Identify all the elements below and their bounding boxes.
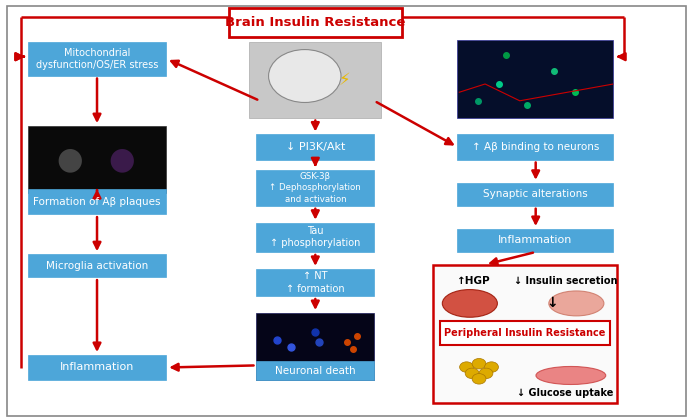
- Ellipse shape: [484, 362, 498, 372]
- FancyBboxPatch shape: [28, 126, 166, 193]
- FancyBboxPatch shape: [256, 170, 374, 206]
- FancyBboxPatch shape: [256, 223, 374, 252]
- FancyBboxPatch shape: [433, 265, 617, 403]
- FancyBboxPatch shape: [249, 42, 381, 118]
- Text: Brain Insulin Resistance: Brain Insulin Resistance: [225, 16, 405, 29]
- FancyBboxPatch shape: [457, 183, 613, 206]
- Text: ↓ PI3K/Akt: ↓ PI3K/Akt: [286, 142, 345, 152]
- Text: Synaptic alterations: Synaptic alterations: [483, 189, 588, 199]
- FancyBboxPatch shape: [256, 269, 374, 296]
- Text: ●: ●: [56, 145, 82, 174]
- Ellipse shape: [442, 289, 498, 317]
- Text: ↑ Aβ binding to neurons: ↑ Aβ binding to neurons: [472, 142, 599, 152]
- FancyBboxPatch shape: [256, 313, 374, 380]
- FancyBboxPatch shape: [28, 189, 166, 214]
- Text: ↓ Glucose uptake: ↓ Glucose uptake: [517, 388, 613, 399]
- Text: Neuronal death: Neuronal death: [275, 366, 356, 375]
- Text: Inflammation: Inflammation: [498, 236, 572, 245]
- Text: Formation of Aβ plaques: Formation of Aβ plaques: [33, 197, 161, 207]
- FancyBboxPatch shape: [28, 254, 166, 277]
- FancyBboxPatch shape: [457, 134, 613, 160]
- FancyBboxPatch shape: [256, 134, 374, 160]
- Text: Microglia activation: Microglia activation: [46, 261, 148, 270]
- Text: ↑HGP: ↑HGP: [457, 276, 491, 286]
- FancyBboxPatch shape: [229, 8, 402, 37]
- Ellipse shape: [536, 367, 606, 384]
- Ellipse shape: [472, 374, 486, 384]
- Text: ●: ●: [109, 145, 135, 174]
- Ellipse shape: [459, 362, 473, 372]
- Ellipse shape: [549, 291, 604, 316]
- FancyBboxPatch shape: [28, 355, 166, 380]
- FancyBboxPatch shape: [457, 40, 613, 118]
- FancyBboxPatch shape: [457, 229, 613, 252]
- Ellipse shape: [479, 368, 493, 379]
- Text: ⚡: ⚡: [338, 71, 350, 89]
- Ellipse shape: [269, 50, 341, 102]
- Text: ↓: ↓: [547, 297, 559, 310]
- Text: Inflammation: Inflammation: [60, 362, 134, 373]
- Text: Peripheral Insulin Resistance: Peripheral Insulin Resistance: [444, 328, 606, 338]
- FancyBboxPatch shape: [256, 361, 374, 380]
- FancyBboxPatch shape: [28, 42, 166, 76]
- FancyBboxPatch shape: [440, 321, 610, 345]
- Ellipse shape: [472, 358, 486, 369]
- Ellipse shape: [465, 368, 479, 379]
- Text: ↓ Insulin secretion: ↓ Insulin secretion: [514, 276, 617, 286]
- Text: Tau
↑ phosphorylation: Tau ↑ phosphorylation: [270, 226, 360, 249]
- Text: ↑ NT
↑ formation: ↑ NT ↑ formation: [286, 271, 344, 294]
- Text: GSK-3β
↑ Dephosphorylation
and activation: GSK-3β ↑ Dephosphorylation and activatio…: [270, 172, 361, 204]
- Text: Mitochondrial
dysfunction/OS/ER stress: Mitochondrial dysfunction/OS/ER stress: [36, 47, 158, 70]
